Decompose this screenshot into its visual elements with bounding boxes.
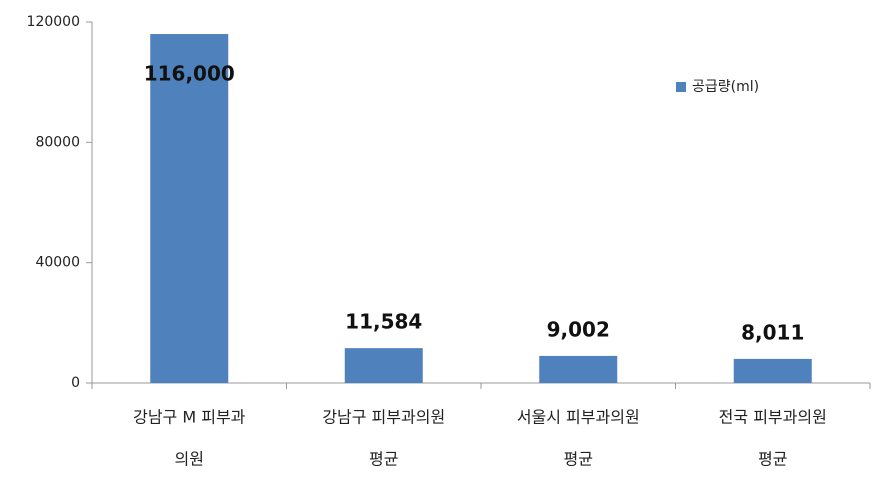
value-label: 9,002 [547, 317, 610, 341]
x-tick-label: 평균 [758, 450, 787, 469]
bar [733, 358, 812, 383]
bar [150, 34, 229, 384]
x-tick-label: 강남구 M 피부과 [133, 408, 246, 427]
legend-swatch [676, 82, 686, 92]
x-tick-label: 서울시 피부과의원 [517, 408, 640, 427]
value-label: 11,584 [345, 310, 422, 334]
y-tick-label: 40000 [35, 255, 80, 271]
bar [539, 355, 618, 383]
y-tick-label: 0 [71, 375, 80, 391]
value-label: 116,000 [144, 62, 235, 86]
y-tick-label: 120000 [27, 14, 80, 30]
x-tick-label: 강남구 피부과의원 [322, 408, 445, 427]
x-tick-label: 전국 피부과의원 [719, 408, 827, 427]
legend-label: 공급량(ml) [692, 79, 759, 95]
y-tick-label: 80000 [35, 134, 80, 150]
x-tick-label: 평균 [564, 450, 593, 469]
x-tick-label: 평균 [369, 450, 398, 469]
bar [344, 348, 423, 383]
x-tick-label: 의원 [175, 450, 204, 469]
value-label: 8,011 [741, 320, 804, 344]
